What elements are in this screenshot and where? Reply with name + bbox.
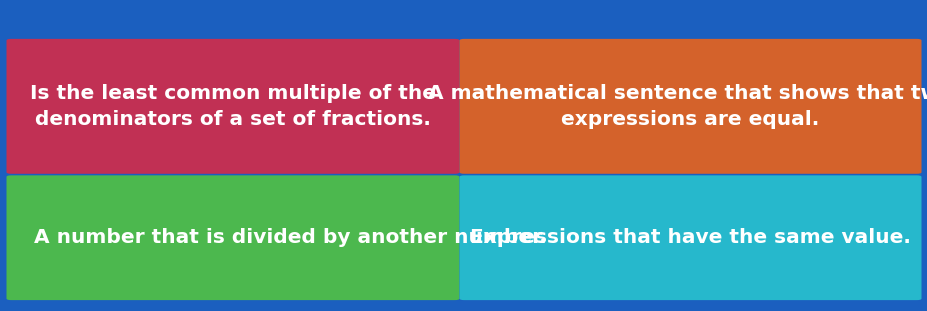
FancyBboxPatch shape [6,175,459,300]
FancyBboxPatch shape [6,39,459,174]
Text: Expressions that have the same value.: Expressions that have the same value. [470,228,910,247]
Text: A mathematical sentence that shows that two
expressions are equal.: A mathematical sentence that shows that … [427,84,927,129]
Text: Is the least common multiple of the
denominators of a set of fractions.: Is the least common multiple of the deno… [30,84,436,129]
FancyBboxPatch shape [459,175,921,300]
Text: A number that is divided by another number.: A number that is divided by another numb… [34,228,547,247]
FancyBboxPatch shape [459,39,921,174]
